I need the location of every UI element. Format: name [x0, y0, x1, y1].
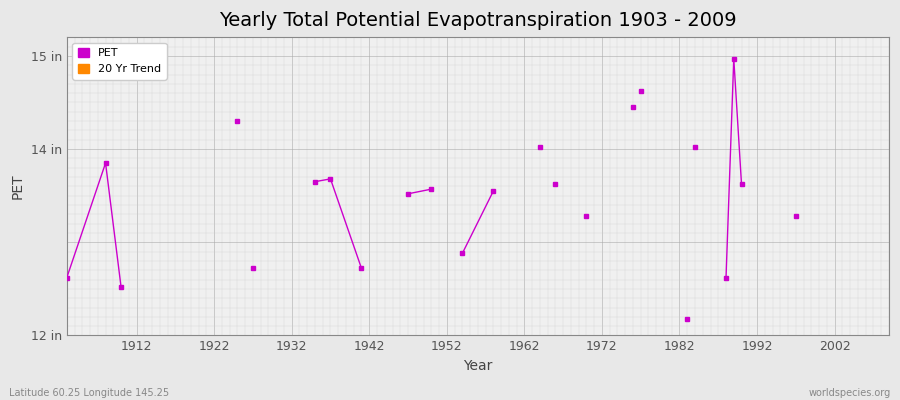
- Title: Yearly Total Potential Evapotranspiration 1903 - 2009: Yearly Total Potential Evapotranspiratio…: [219, 11, 736, 30]
- Legend: PET, 20 Yr Trend: PET, 20 Yr Trend: [72, 43, 166, 80]
- X-axis label: Year: Year: [464, 359, 492, 373]
- Y-axis label: PET: PET: [11, 174, 25, 199]
- Text: Latitude 60.25 Longitude 145.25: Latitude 60.25 Longitude 145.25: [9, 388, 169, 398]
- Text: worldspecies.org: worldspecies.org: [809, 388, 891, 398]
